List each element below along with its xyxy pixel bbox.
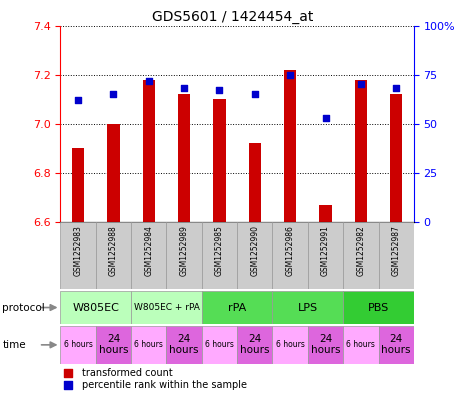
Text: 6 hours: 6 hours [276, 340, 305, 349]
Point [357, 81, 365, 88]
Text: transformed count: transformed count [82, 367, 173, 378]
Text: protocol: protocol [2, 303, 45, 312]
Bar [343, 222, 379, 289]
Point [392, 85, 400, 92]
Bar [390, 94, 402, 222]
Point [145, 77, 153, 84]
Bar [202, 222, 237, 289]
Bar [343, 326, 379, 364]
Text: GSM1252987: GSM1252987 [392, 225, 401, 276]
Point [322, 115, 329, 121]
Bar [202, 291, 272, 324]
Point [180, 85, 188, 92]
Bar [237, 222, 272, 289]
Text: PBS: PBS [368, 303, 389, 312]
Point [286, 72, 294, 78]
Text: GSM1252985: GSM1252985 [215, 225, 224, 276]
Text: 6 hours: 6 hours [205, 340, 234, 349]
Bar [284, 70, 296, 222]
Bar [107, 124, 120, 222]
Text: GSM1252991: GSM1252991 [321, 225, 330, 276]
Text: GSM1252982: GSM1252982 [356, 225, 365, 276]
Bar [249, 143, 261, 222]
Bar [343, 291, 414, 324]
Point [110, 91, 117, 97]
Text: GSM1252986: GSM1252986 [286, 225, 295, 276]
Bar [379, 326, 414, 364]
Text: 6 hours: 6 hours [134, 340, 163, 349]
Text: 24
hours: 24 hours [169, 334, 199, 355]
Text: GSM1252990: GSM1252990 [250, 225, 259, 276]
Text: 24
hours: 24 hours [99, 334, 128, 355]
Bar [60, 326, 96, 364]
Bar [379, 222, 414, 289]
Bar [178, 94, 190, 222]
Text: 24
hours: 24 hours [240, 334, 270, 355]
Point [251, 91, 259, 97]
Text: W805EC: W805EC [73, 303, 119, 312]
Point [64, 382, 71, 388]
Bar [272, 291, 343, 324]
Bar [131, 222, 166, 289]
Bar [355, 80, 367, 222]
Text: time: time [2, 340, 26, 350]
Text: GSM1252988: GSM1252988 [109, 225, 118, 276]
Text: 24
hours: 24 hours [311, 334, 340, 355]
Text: GSM1252983: GSM1252983 [73, 225, 83, 276]
Text: GSM1252984: GSM1252984 [144, 225, 153, 276]
Bar [60, 291, 131, 324]
Text: W805EC + rPA: W805EC + rPA [133, 303, 199, 312]
Bar [202, 326, 237, 364]
Text: 6 hours: 6 hours [346, 340, 375, 349]
Text: 6 hours: 6 hours [64, 340, 93, 349]
Bar [131, 291, 202, 324]
Text: rPA: rPA [228, 303, 246, 312]
Bar [60, 222, 96, 289]
Bar [96, 222, 131, 289]
Bar [319, 205, 332, 222]
Bar [308, 222, 343, 289]
Bar [143, 80, 155, 222]
Text: 24
hours: 24 hours [381, 334, 411, 355]
Bar [166, 326, 202, 364]
Point [216, 87, 223, 94]
Bar [166, 222, 202, 289]
Bar [96, 326, 131, 364]
Bar [213, 99, 226, 222]
Bar [237, 326, 272, 364]
Bar [72, 148, 84, 222]
Point [74, 97, 82, 103]
Text: LPS: LPS [298, 303, 318, 312]
Bar [308, 326, 343, 364]
Text: GSM1252989: GSM1252989 [179, 225, 189, 276]
Bar [131, 326, 166, 364]
Point [64, 369, 71, 376]
Text: percentile rank within the sample: percentile rank within the sample [82, 380, 246, 389]
Text: GDS5601 / 1424454_at: GDS5601 / 1424454_at [152, 10, 313, 24]
Bar [272, 222, 308, 289]
Bar [272, 326, 308, 364]
